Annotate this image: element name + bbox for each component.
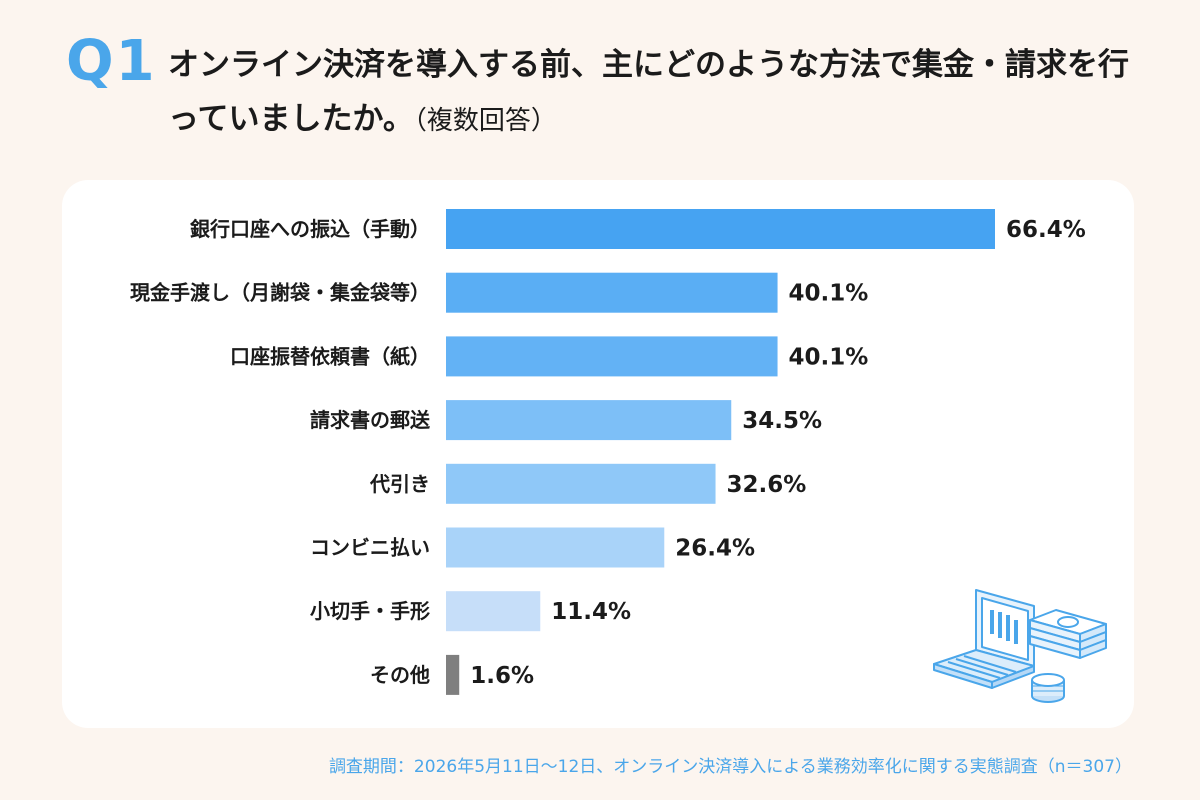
value-label: 1.6% — [470, 663, 534, 689]
category-label: 現金手渡し（月謝袋・集金袋等） — [130, 281, 430, 305]
category-label: 請求書の郵送 — [310, 408, 431, 432]
bar-chart: 銀行口座への振込（手動） 66.4% 現金手渡し（月謝袋・集金袋等） 40.1% 口座振… — [130, 209, 1086, 695]
value-label: 40.1% — [789, 281, 869, 307]
bar — [446, 654, 460, 695]
bar — [446, 336, 778, 377]
value-label: 34.5% — [742, 408, 822, 434]
category-label: その他 — [370, 663, 430, 687]
survey-footnote: 調査期間：2026年5月11日～12日、オンライン決済導入による業務効率化に関す… — [328, 757, 1132, 777]
value-label: 32.6% — [727, 472, 807, 498]
bar — [446, 209, 995, 249]
bar — [446, 463, 716, 504]
category-label: 口座振替依頼書（紙） — [230, 344, 430, 368]
question-title: オンライン決済を導入する前、主にどのような方法で集金・請求を行っていましたか。（… — [168, 38, 1158, 148]
bar — [446, 272, 778, 313]
question-note: （複数回答） — [413, 106, 557, 136]
chart-card: 銀行口座への振込（手動） 66.4% 現金手渡し（月謝袋・集金袋等） 40.1% 口座振… — [62, 180, 1134, 728]
category-label: 代引き — [369, 472, 430, 496]
question-text: オンライン決済を導入する前、主にどのような方法で集金・請求を行っていましたか。 — [168, 47, 1129, 137]
bar — [446, 591, 541, 632]
category-label: 銀行口座への振込（手動） — [190, 217, 430, 241]
bar — [446, 400, 732, 441]
laptop-money-icon — [933, 589, 1107, 703]
value-label: 66.4% — [1006, 217, 1086, 243]
category-label: コンビニ払い — [310, 536, 430, 560]
question-number: Q1 — [66, 29, 157, 94]
bar — [446, 527, 665, 568]
category-label: 小切手・手形 — [310, 599, 430, 623]
value-label: 40.1% — [789, 344, 869, 370]
value-label: 26.4% — [675, 536, 755, 562]
value-label: 11.4% — [551, 599, 631, 625]
